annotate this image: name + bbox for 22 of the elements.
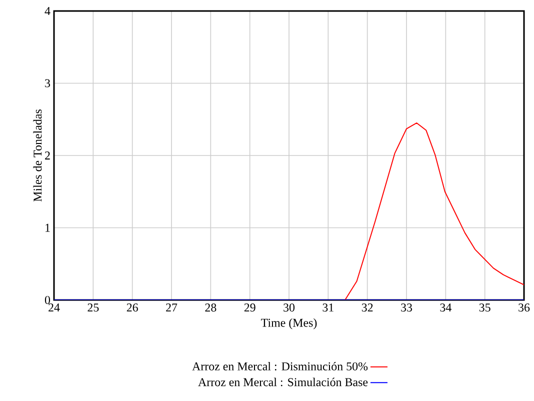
x-tick-label: 33 bbox=[401, 304, 412, 312]
y-axis-title: Miles de Toneladas bbox=[33, 110, 42, 202]
x-tick-label: 34 bbox=[440, 304, 452, 312]
x-tick-label: 35 bbox=[479, 304, 490, 312]
x-tick-label: 28 bbox=[205, 304, 216, 312]
y-tick-label: 1 bbox=[46, 224, 50, 232]
x-tick-label: 31 bbox=[322, 304, 334, 312]
x-tick-label: 30 bbox=[284, 304, 295, 312]
y-tick-label: 0 bbox=[44, 296, 50, 304]
x-tick-label: 36 bbox=[518, 304, 530, 312]
x-tick-label: 29 bbox=[244, 304, 256, 312]
x-tick-label: 27 bbox=[166, 304, 178, 312]
x-axis-title: Time (Mes) bbox=[261, 318, 317, 330]
y-tick-label: 3 bbox=[45, 79, 50, 88]
legend-label: Arroz en Mercal : Disminución 50% bbox=[192, 362, 368, 370]
x-tick-label: 24 bbox=[48, 304, 60, 312]
x-tick-label: 25 bbox=[88, 304, 99, 312]
y-tick-label: 2 bbox=[45, 152, 50, 160]
x-tick-label: 26 bbox=[126, 304, 138, 312]
y-tick-label: 4 bbox=[44, 7, 50, 15]
x-tick-label: 32 bbox=[362, 304, 373, 312]
legend-label: Arroz en Mercal : Simulación Base bbox=[198, 378, 368, 386]
